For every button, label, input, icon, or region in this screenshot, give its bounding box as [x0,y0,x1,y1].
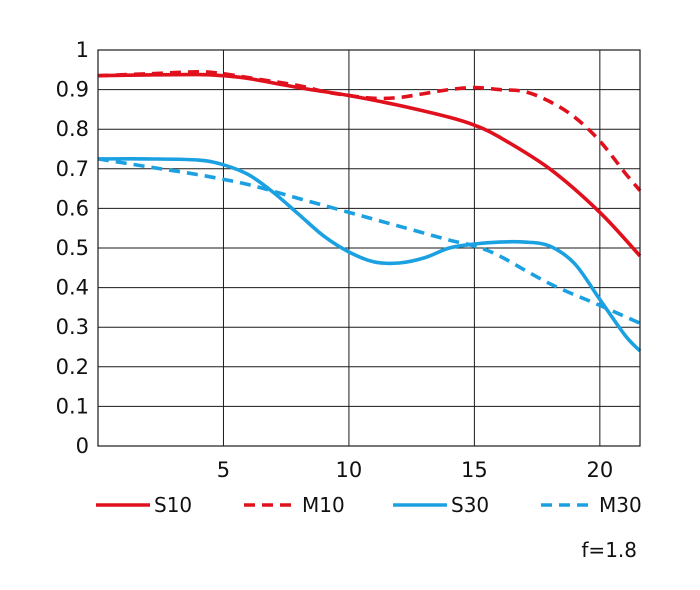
x-tick-label: 20 [586,458,613,482]
legend-label-s30: S30 [451,493,489,517]
y-tick-label: 0.5 [56,236,89,260]
y-tick-label: 0.9 [56,78,89,102]
x-tick-label: 5 [217,458,230,482]
legend-label-m30: M30 [599,493,642,517]
series-line-m10 [97,70,642,192]
x-tick-label: 10 [336,458,363,482]
series-line-s30 [97,157,642,353]
series-line-m30 [97,157,641,325]
series-lines [97,70,642,353]
aperture-note: f=1.8 [581,538,637,562]
y-tick-label: 0 [76,434,89,458]
x-tick-label: 15 [461,458,488,482]
y-tick-label: 1 [76,38,89,62]
legend-label-s10: S10 [154,493,192,517]
legend-label-m10: M10 [302,493,345,517]
legend: S10 M10 S30 M30 [96,493,642,517]
y-tick-label: 0.4 [56,276,89,300]
y-tick-label: 0.6 [56,196,89,220]
grid [98,49,640,447]
y-tick-label: 0.1 [56,394,89,418]
series-line-s10 [97,72,642,258]
y-tick-label: 0.3 [56,315,89,339]
y-tick-label: 0.7 [56,157,89,181]
y-tick-label: 0.8 [56,117,89,141]
axes-frame [97,49,641,447]
plot-frame [97,49,641,447]
x-tick-labels: 5 10 15 20 [217,458,613,482]
y-tick-label: 0.2 [56,355,89,379]
y-tick-labels: 0 0.1 0.2 0.3 0.4 0.5 0.6 0.7 0.8 0.9 1 [56,38,89,458]
